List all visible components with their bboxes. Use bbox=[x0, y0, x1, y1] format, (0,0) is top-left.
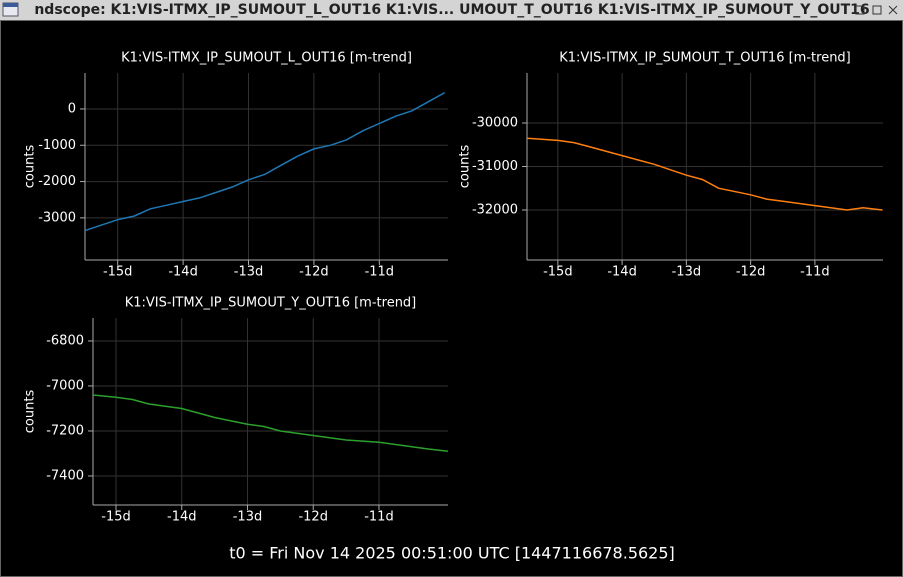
y-tick-label: -3000 bbox=[38, 210, 76, 225]
x-tick-label: -14d bbox=[167, 510, 197, 525]
y-tick-label: -31000 bbox=[472, 159, 518, 174]
y-tick-label: -2000 bbox=[38, 174, 76, 189]
x-tick-label: -14d bbox=[168, 265, 198, 280]
x-tick-label: -12d bbox=[299, 265, 329, 280]
y-tick-label: -1000 bbox=[38, 138, 76, 153]
x-tick-label: -15d bbox=[103, 265, 133, 280]
y-axis-label: counts bbox=[458, 145, 473, 189]
x-tick-label: -11d bbox=[365, 265, 395, 280]
x-tick-label: -11d bbox=[800, 265, 830, 280]
y-tick-label: -6800 bbox=[46, 333, 84, 348]
y-tick-label: 0 bbox=[68, 101, 76, 116]
y-axis-label: counts bbox=[23, 145, 38, 189]
x-tick-label: -13d bbox=[233, 510, 263, 525]
x-tick-label: -12d bbox=[298, 510, 328, 525]
x-tick-label: -15d bbox=[101, 510, 131, 525]
minimize-button[interactable] bbox=[855, 5, 865, 15]
close-button[interactable] bbox=[888, 5, 898, 15]
window-title: ndscope: K1:VIS-ITMX_IP_SUMOUT_L_OUT16 K… bbox=[34, 2, 869, 18]
y-axis-label: counts bbox=[23, 390, 38, 434]
chart-title: K1:VIS-ITMX_IP_SUMOUT_L_OUT16 [m-trend] bbox=[121, 51, 412, 66]
x-tick-label: -13d bbox=[234, 265, 264, 280]
title-bar bbox=[0, 0, 903, 20]
data-line bbox=[526, 137, 883, 211]
y-tick-label: -7400 bbox=[46, 468, 84, 483]
t0-label: t0 = Fri Nov 14 2025 00:51:00 UTC [14471… bbox=[229, 544, 675, 563]
chart-title: K1:VIS-ITMX_IP_SUMOUT_T_OUT16 [m-trend] bbox=[559, 51, 851, 66]
x-tick-label: -15d bbox=[543, 265, 573, 280]
data-line bbox=[84, 91, 446, 232]
data-line bbox=[92, 394, 449, 452]
x-tick-label: -12d bbox=[736, 265, 766, 280]
x-tick-label: -14d bbox=[607, 265, 637, 280]
x-tick-label: -13d bbox=[672, 265, 702, 280]
y-tick-label: -7000 bbox=[46, 378, 84, 393]
maximize-button[interactable] bbox=[872, 5, 882, 15]
x-tick-label: -11d bbox=[364, 510, 394, 525]
y-tick-label: -30000 bbox=[472, 116, 518, 131]
y-tick-label: -7200 bbox=[46, 423, 84, 438]
app-icon-bar bbox=[3, 3, 18, 7]
chart-title: K1:VIS-ITMX_IP_SUMOUT_Y_OUT16 [m-trend] bbox=[125, 296, 417, 311]
y-tick-label: -32000 bbox=[472, 202, 518, 217]
